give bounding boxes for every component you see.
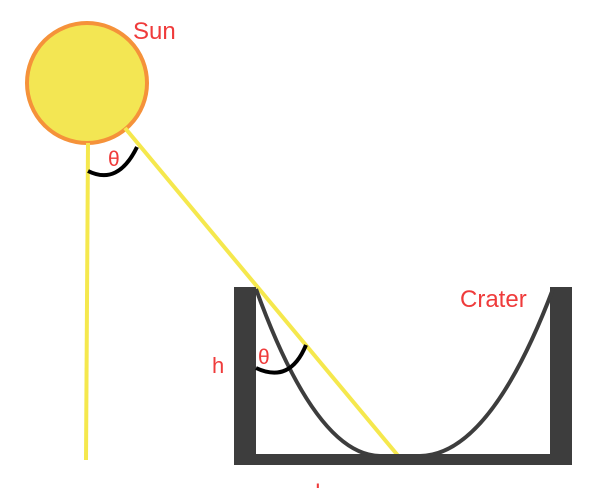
angle-arc-crater <box>255 344 308 375</box>
crater-label: Crater <box>460 286 527 313</box>
length-label: L <box>315 479 327 488</box>
sun <box>25 21 149 145</box>
sun-label: Sun <box>133 18 176 45</box>
crater-right-wall <box>550 287 572 465</box>
angle-label-crater: θ <box>258 346 270 369</box>
crater-curve <box>254 288 555 458</box>
slanted-ray <box>123 126 402 460</box>
angle-arc-top <box>87 146 139 178</box>
height-label: h <box>212 353 224 378</box>
crater-left-wall <box>234 287 256 465</box>
vertical-ray <box>84 142 90 461</box>
angle-label-top: θ <box>108 148 120 171</box>
crater-floor <box>234 454 572 465</box>
